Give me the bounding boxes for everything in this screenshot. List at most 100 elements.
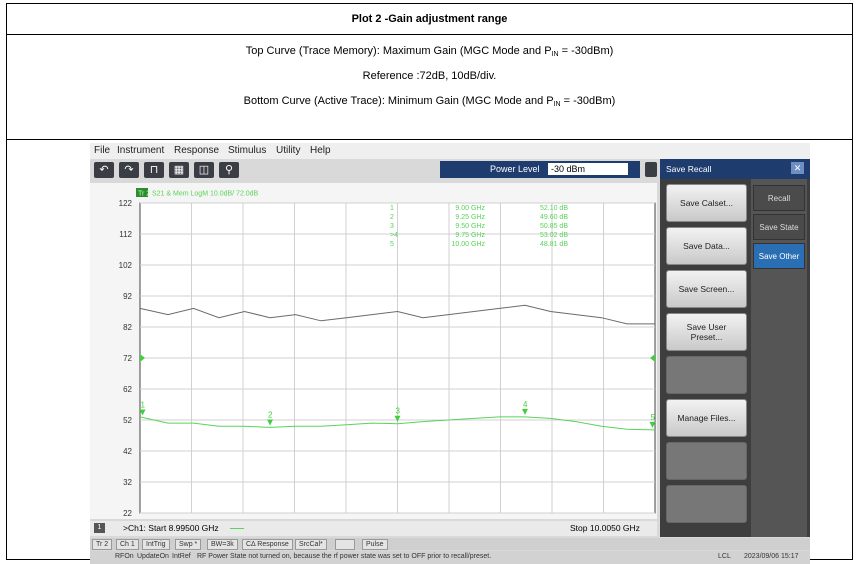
marker-table-frequency: 9.75 GHz	[455, 232, 485, 239]
plot-title: Plot 2 -Gain adjustment range	[7, 4, 852, 35]
trash-icon[interactable]: ◫	[194, 162, 214, 178]
active-trace-line	[139, 416, 656, 431]
marker-table-value: 49.60 dB	[540, 214, 568, 221]
empty-softkey-3[interactable]	[666, 485, 747, 523]
menu-file[interactable]: File	[94, 145, 111, 156]
y-tick-label: 122	[119, 199, 133, 208]
save-user-preset-button[interactable]: Save User Preset...	[666, 313, 747, 351]
empty-softkey-1[interactable]	[666, 356, 747, 394]
marker-triangle[interactable]	[649, 421, 656, 428]
tab-recall[interactable]: Recall	[753, 185, 805, 211]
y-tick-label: 92	[123, 292, 132, 301]
channel-status-bar: Tr 2 Ch 1 IntTrig Swp * BW=3k CΔ Respons…	[90, 538, 810, 550]
y-tick-label: 22	[123, 509, 132, 518]
save-screen-button[interactable]: Save Screen...	[666, 270, 747, 308]
marker-label: 1	[141, 400, 146, 409]
bottom-curve-caption: Bottom Curve (Active Trace): Minimum Gai…	[243, 95, 616, 108]
status-ch1[interactable]: Ch 1	[116, 539, 139, 550]
marker-table-number: 5	[390, 241, 394, 248]
marker-triangle[interactable]	[394, 415, 401, 422]
status-lcl: LCL	[718, 553, 731, 560]
power-level-label: Power Level	[490, 164, 540, 174]
undo-icon[interactable]: ↶	[94, 162, 114, 178]
power-level-box: Power Level -30 dBm	[440, 161, 640, 178]
menu-instrument[interactable]: Instrument	[117, 145, 165, 156]
marker-icon[interactable]: ⊓	[144, 162, 164, 178]
menu-utility[interactable]: Utility	[276, 145, 301, 156]
status-sweep[interactable]: Swp *	[175, 539, 202, 550]
toolbar: ↶ ↷ ⊓ ▦ ◫ ⚲ Power Level -30 dBm	[90, 159, 657, 181]
marker-label: 2	[268, 410, 273, 419]
marker-table-number: 3	[390, 223, 394, 230]
empty-softkey-2[interactable]	[666, 442, 747, 480]
y-tick-label: 112	[119, 230, 132, 239]
vna-screenshot: File Instrument Response Stimulus Utilit…	[90, 143, 810, 564]
y-tick-label: 82	[123, 323, 132, 332]
save-data-button[interactable]: Save Data...	[666, 227, 747, 265]
status-row: 1 >Ch1: Start 8.99500 GHz Stop 10.0050 G…	[90, 521, 657, 536]
marker-triangle[interactable]	[521, 408, 528, 415]
plot-description: Top Curve (Trace Memory): Maximum Gain (…	[7, 35, 852, 140]
status-updateon[interactable]: UpdateOn	[137, 553, 169, 560]
zoom-icon[interactable]: ⚲	[219, 162, 239, 178]
close-icon[interactable]: ✕	[791, 162, 804, 174]
y-tick-label: 52	[123, 416, 132, 425]
start-frequency: >Ch1: Start 8.99500 GHz	[123, 523, 219, 533]
menu-bar: File Instrument Response Stimulus Utilit…	[90, 143, 810, 159]
trace-tag[interactable]: Tr 2	[138, 191, 150, 198]
trace-tag-bg	[136, 188, 148, 197]
marker-table-frequency: 10.00 GHz	[452, 241, 486, 248]
redo-icon[interactable]: ↷	[119, 162, 139, 178]
preset-icon[interactable]: ▦	[169, 162, 189, 178]
marker-table-frequency: 9.25 GHz	[455, 214, 485, 221]
marker-triangle[interactable]	[267, 419, 274, 426]
reference-caption: Reference :72dB, 10dB/div.	[362, 70, 497, 82]
status-message: RF Power State not turned on, because th…	[197, 553, 492, 560]
tab-save-other[interactable]: Save Other	[753, 243, 805, 269]
power-level-input[interactable]: -30 dBm	[548, 163, 628, 175]
y-tick-label: 72	[123, 354, 132, 363]
memory-trace-line	[139, 304, 655, 325]
marker-label: 4	[523, 400, 528, 409]
menu-stimulus[interactable]: Stimulus	[228, 145, 267, 156]
marker-triangle[interactable]	[139, 409, 146, 416]
y-tick-label: 62	[123, 385, 132, 394]
status-rfon[interactable]: RFOn	[115, 553, 134, 560]
menu-help[interactable]: Help	[310, 145, 331, 156]
marker-table-value: 52.10 dB	[540, 205, 568, 212]
reference-marker-left	[140, 354, 145, 362]
manage-files-button[interactable]: Manage Files...	[666, 399, 747, 437]
document-frame: Plot 2 -Gain adjustment range Top Curve …	[6, 3, 853, 564]
marker-table-number: 2	[390, 214, 394, 221]
status-inttrig[interactable]: IntTrig	[142, 539, 170, 550]
y-tick-label: 102	[119, 261, 133, 270]
marker-table-frequency: 9.00 GHz	[455, 205, 485, 212]
status-blank[interactable]	[335, 539, 355, 550]
message-bar: RFOn UpdateOn IntRef RF Power State not …	[90, 551, 810, 564]
status-bandwidth[interactable]: BW=3k	[207, 539, 238, 550]
status-pulse[interactable]: Pulse	[362, 539, 388, 550]
marker-label: 5	[650, 413, 655, 422]
trace-legend-line	[230, 528, 244, 529]
marker-label: 3	[396, 407, 401, 416]
channel-number[interactable]: 1	[94, 523, 105, 533]
top-curve-caption: Top Curve (Trace Memory): Maximum Gain (…	[245, 45, 614, 58]
marker-table-value: 48.81 dB	[540, 241, 568, 248]
save-calset-button[interactable]: Save Calset...	[666, 184, 747, 222]
calculator-icon[interactable]	[645, 162, 657, 177]
status-intref[interactable]: IntRef	[172, 553, 191, 560]
y-tick-label: 32	[123, 478, 132, 487]
reference-marker-right	[650, 354, 655, 362]
y-tick-label: 42	[123, 447, 132, 456]
menu-response[interactable]: Response	[174, 145, 220, 156]
panel-title: Save Recall	[666, 164, 712, 174]
marker-table-number: 1	[390, 205, 394, 212]
tab-save-state[interactable]: Save State	[753, 214, 805, 240]
save-recall-panel: Save Recall ✕ Save Calset... Save Data..…	[660, 159, 810, 537]
status-tr2[interactable]: Tr 2	[92, 539, 113, 550]
marker-table-frequency: 9.50 GHz	[455, 223, 485, 230]
status-srccal[interactable]: SrcCal*	[295, 539, 327, 550]
status-cal-response[interactable]: CΔ Response	[242, 539, 293, 550]
